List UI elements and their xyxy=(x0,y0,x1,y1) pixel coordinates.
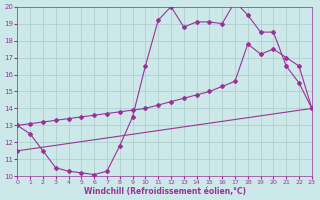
X-axis label: Windchill (Refroidissement éolien,°C): Windchill (Refroidissement éolien,°C) xyxy=(84,187,245,196)
